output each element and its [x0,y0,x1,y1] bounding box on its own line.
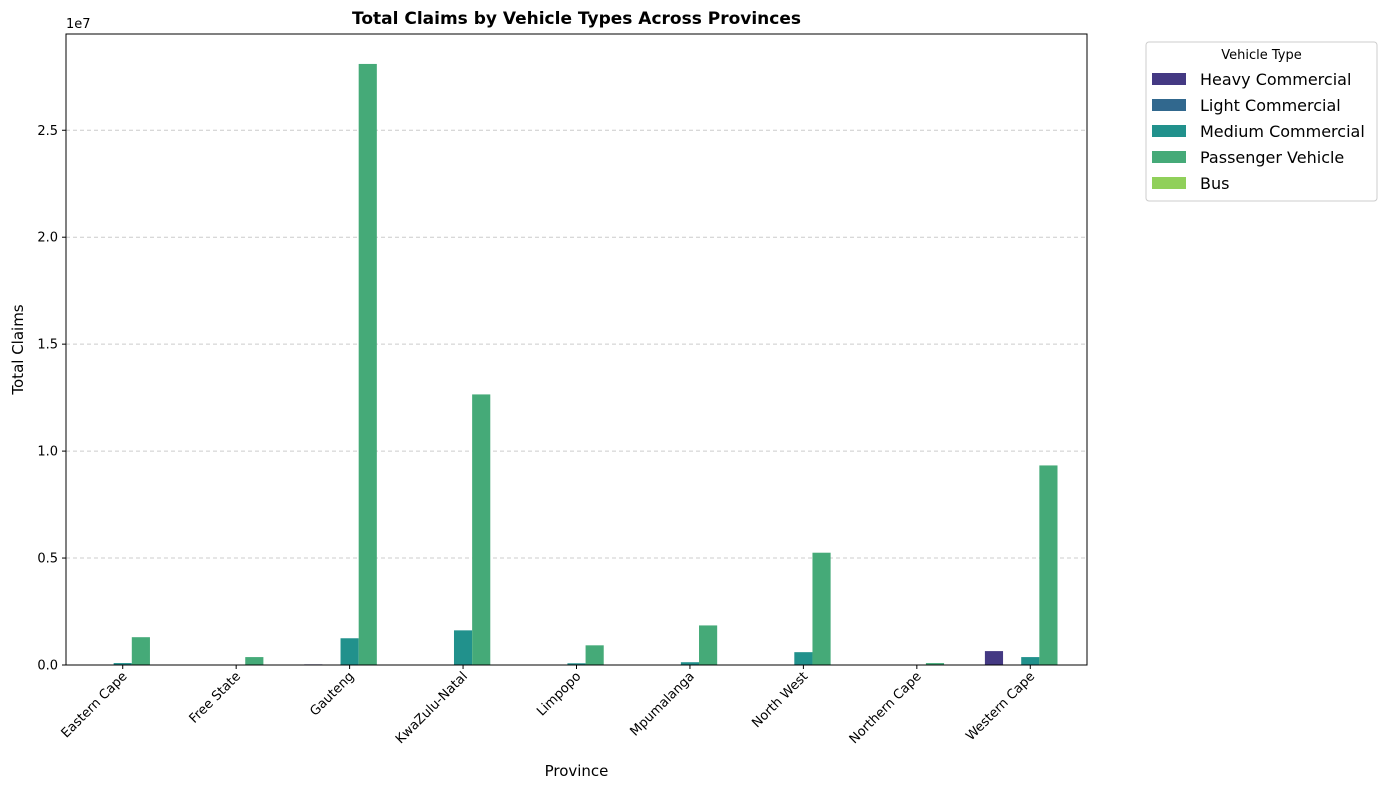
y-tick-label: 0.0 [37,659,58,674]
bars [113,63,1058,666]
bar [567,663,586,665]
plot-frame [65,33,1088,666]
y-tick-label: 0.5 [37,552,58,567]
grid-lines [66,129,1087,559]
x-tick-label: KwaZulu-Natal [393,669,471,747]
x-tick-label: Northern Cape [847,669,925,747]
legend: Vehicle Type Heavy Commercial Light Comme… [1145,41,1378,202]
bar [925,663,945,665]
bar [1021,657,1040,665]
x-axis-label: Province [545,762,609,780]
bar [1039,465,1058,665]
legend-swatch [1152,125,1186,137]
bar [699,625,718,665]
y-tick-label: 1.5 [37,338,58,353]
y-tick-label: 2.0 [37,231,58,246]
bar [472,394,491,665]
x-tick-label: Limpopo [534,669,584,719]
x-tick-label: Mpumalanga [628,669,698,739]
bar [984,651,1004,665]
legend-label: Heavy Commercial [1200,70,1351,89]
legend-swatch [1152,177,1186,189]
legend-label: Passenger Vehicle [1200,148,1344,167]
x-axis-ticks: Eastern Cape Free State Gauteng KwaZulu-Nat… [59,665,1038,747]
y-tick-label: 2.5 [37,124,58,139]
bar [340,638,359,665]
chart-title: Total Claims by Vehicle Types Across Pro… [352,9,801,29]
legend-items: Heavy Commercial Light Commercial Medium C… [1152,70,1365,193]
bar [812,552,831,665]
legend-swatch [1152,99,1186,111]
bar [113,663,132,665]
y-axis-ticks: 0.0 0.5 1.0 1.5 2.0 2.5 [37,124,66,674]
bar [794,652,813,665]
x-tick-label: North West [749,669,811,731]
y-tick-label: 1.0 [37,445,58,460]
y-axis-offset-label: 1e7 [66,17,91,32]
legend-label: Bus [1200,174,1229,193]
legend-swatch [1152,151,1186,163]
legend-box [1145,41,1378,202]
bar [680,662,700,665]
legend-label: Light Commercial [1200,96,1341,115]
bar [358,63,377,666]
legend-swatch [1152,73,1186,85]
legend-title: Vehicle Type [1221,48,1301,63]
bar [131,637,150,665]
x-tick-label: Eastern Cape [59,669,131,741]
y-axis-label: Total Claims [9,304,27,395]
bar [453,630,473,665]
x-tick-label: Western Cape [963,669,1038,744]
legend-label: Medium Commercial [1200,122,1365,141]
x-tick-label: Gauteng [307,669,357,719]
bar [585,645,604,665]
bar [245,657,264,665]
x-tick-label: Free State [187,669,244,726]
